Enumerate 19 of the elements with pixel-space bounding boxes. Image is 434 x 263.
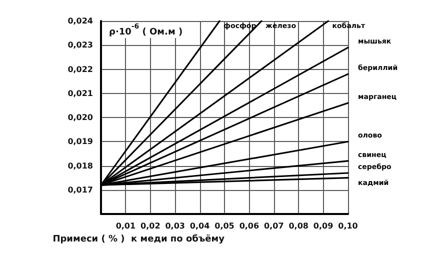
y-tick-label: 0,019: [68, 137, 94, 146]
x-tick-label: 0,01: [116, 222, 136, 230]
y-tick-label: 0,021: [68, 88, 94, 98]
x-tick-label: 0,08: [288, 222, 309, 230]
y-tick-label: 0,024: [68, 16, 94, 26]
y-tick-label: 0,017: [68, 185, 93, 194]
y-tick-label: 0,022: [68, 64, 93, 74]
y-tick-label: 0,020: [68, 113, 94, 122]
x-tick-label: 0,02: [140, 222, 160, 230]
x-tick-label: 0,10: [338, 222, 358, 230]
x-axis-title: Примеси ( % ) к меди по объёму: [52, 233, 225, 244]
y-tick-label: 0,023: [68, 40, 93, 50]
x-tick-label: 0,07: [264, 222, 284, 230]
x-tick-label: 0,05: [214, 222, 235, 230]
x-tick-label: 0,03: [165, 222, 185, 230]
y-tick-label: 0,018: [68, 161, 94, 170]
x-tick-label: 0,06: [239, 222, 260, 230]
x-tick-label: 0,04: [190, 222, 210, 230]
x-tick-label: 0,09: [313, 222, 334, 230]
